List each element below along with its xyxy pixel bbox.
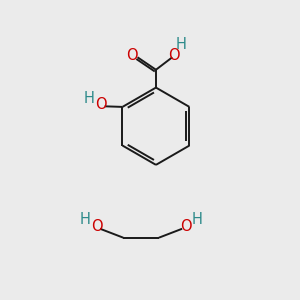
Text: H: H <box>83 92 94 106</box>
Text: O: O <box>91 219 102 234</box>
Text: H: H <box>176 37 187 52</box>
Text: O: O <box>168 48 179 63</box>
Text: O: O <box>180 219 191 234</box>
Text: H: H <box>192 212 203 227</box>
Text: O: O <box>95 97 107 112</box>
Text: H: H <box>79 212 90 227</box>
Text: O: O <box>126 48 138 63</box>
